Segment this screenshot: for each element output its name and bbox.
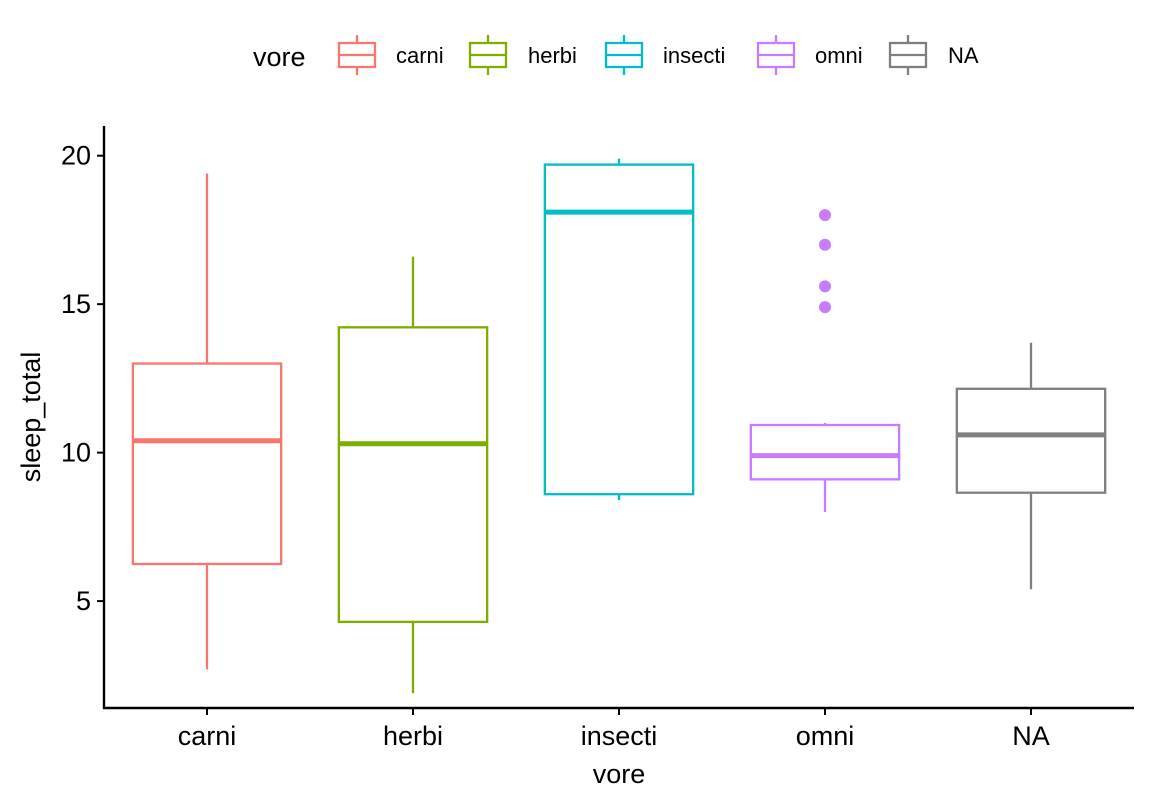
x-tick-label: carni: [178, 721, 237, 751]
legend-label: insecti: [663, 43, 725, 68]
y-tick-label: 10: [61, 438, 91, 468]
box-carni: [131, 173, 283, 670]
x-axis-title: vore: [593, 759, 646, 789]
legend-label: herbi: [528, 43, 577, 68]
y-tick-label: 15: [61, 289, 91, 319]
legend-item-insecti: insecti: [604, 35, 725, 75]
legend-label: omni: [815, 43, 863, 68]
legend-item-na: NA: [888, 35, 979, 75]
box-iqr: [955, 387, 1107, 494]
x-tick-label: omni: [796, 721, 855, 751]
outlier-point: [819, 238, 831, 251]
y-axis-title: sleep_total: [16, 352, 46, 483]
y-tick-label: 20: [61, 141, 91, 171]
legend-key-icon: [888, 35, 928, 75]
legend-title: vore: [253, 42, 306, 72]
box-insecti: [543, 158, 695, 501]
outlier-point: [819, 301, 831, 314]
legend-key-icon: [756, 35, 796, 75]
outlier-point: [819, 209, 831, 222]
legend-item-herbi: herbi: [468, 35, 577, 75]
x-tick-label: insecti: [581, 721, 658, 751]
box-iqr: [749, 423, 901, 481]
box-iqr: [131, 362, 283, 566]
box-iqr: [543, 163, 695, 496]
legend-label: carni: [396, 43, 444, 68]
box-herbi: [337, 256, 489, 694]
legend-item-carni: carni: [337, 35, 444, 75]
x-tick-label: herbi: [383, 721, 443, 751]
legend-item-omni: omni: [756, 35, 863, 75]
box-na: [955, 342, 1107, 590]
box-omni: [749, 209, 901, 513]
legend-label: NA: [948, 43, 979, 68]
y-tick-label: 5: [76, 586, 91, 616]
legend-key-icon: [604, 35, 644, 75]
legend: vore carni herbi insecti omni NA: [253, 35, 979, 75]
x-tick-label: NA: [1012, 721, 1050, 751]
plot-area: 5 10 15 20 carni herbi insecti omni NA: [61, 126, 1134, 751]
legend-key-icon: [337, 35, 377, 75]
legend-key-icon: [468, 35, 508, 75]
outlier-point: [819, 280, 831, 293]
box-iqr: [337, 326, 489, 624]
